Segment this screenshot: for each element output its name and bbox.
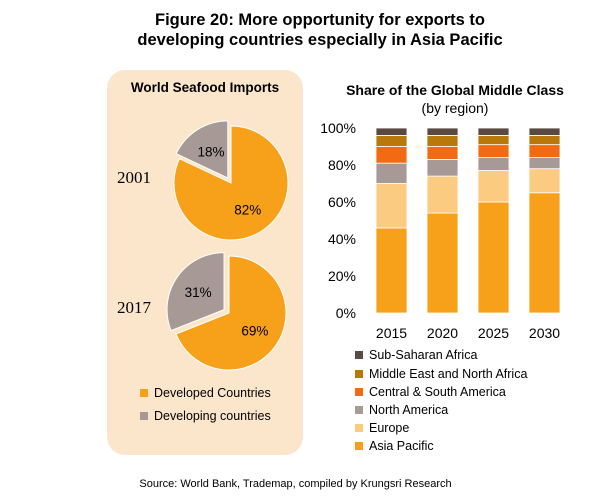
- pie-2001: 82% 18%: [173, 120, 289, 241]
- right-legend-item-europe: Europe: [355, 421, 409, 435]
- x-tick-label-2025: 2025: [478, 325, 509, 341]
- pie-2017-label-developed-countries: 69%: [241, 324, 268, 339]
- pie-2001-label-developed-countries: 82%: [234, 202, 261, 217]
- bar-2025-north-america: [477, 157, 510, 171]
- legend-label-asia-pacific: Asia Pacific: [369, 439, 434, 453]
- bar-2015-middle-east-and-north-africa: [375, 134, 408, 147]
- pie-2001-slice-developed-countries: [173, 125, 289, 241]
- legend-swatch-asia-pacific: [355, 442, 363, 450]
- x-tick-label-2020: 2020: [427, 325, 458, 341]
- pie-2017-year-label: 2017: [117, 298, 151, 317]
- right-legend-item-central-south-america: Central & South America: [355, 385, 506, 399]
- middle-class-chart-subtitle: (by region): [421, 100, 489, 116]
- y-tick-label-40pct: 40%: [328, 231, 356, 247]
- right-legend-item-middle-east: Middle East and North Africa: [355, 367, 527, 381]
- bar-2015-asia-pacific: [375, 227, 408, 314]
- bar-2030-asia-pacific: [528, 192, 561, 314]
- bar-2025-middle-east-and-north-africa: [477, 134, 510, 146]
- legend-label-europe: Europe: [369, 421, 410, 435]
- bar-2030-north-america: [528, 157, 561, 170]
- legend-swatch-central-south-america: [355, 388, 363, 396]
- bar-2030-sub-saharan-africa: [528, 127, 561, 136]
- legend-label-sub-saharan-africa: Sub-Saharan Africa: [369, 348, 478, 362]
- figure-title: Figure 20: More opportunity for exports …: [90, 10, 550, 50]
- x-tick-label-2015: 2015: [376, 325, 407, 341]
- right-legend-item-sub-saharan-africa: Sub-Saharan Africa: [355, 348, 477, 362]
- legend-swatch-middle-east: [355, 370, 363, 378]
- bar-2030-middle-east-and-north-africa: [528, 134, 561, 146]
- pie-2017: 69% 31%: [166, 252, 287, 371]
- bar-2030-europe: [528, 168, 561, 194]
- x-tick-label-2030: 2030: [529, 325, 560, 341]
- bar-2020-central-south-america: [426, 146, 459, 160]
- bar-2015-central-south-america: [375, 146, 408, 164]
- legend-swatch-developing: [140, 412, 148, 420]
- legend-swatch-europe: [355, 424, 363, 432]
- bar-2020-middle-east-and-north-africa: [426, 134, 459, 147]
- bar-2025-asia-pacific: [477, 201, 510, 314]
- pie-2017-slice-developing-countries: [166, 252, 225, 332]
- bar-2025-sub-saharan-africa: [477, 127, 510, 136]
- legend-label-developing: Developing countries: [154, 409, 271, 423]
- source-note: Source: World Bank, Trademap, compiled b…: [139, 478, 452, 490]
- legend-label-developed: Developed Countries: [154, 386, 271, 400]
- bar-2020-north-america: [426, 159, 459, 177]
- pie-2001-slice-developing-countries: [175, 120, 229, 179]
- figure-title-line-1: Figure 20: More opportunity for exports …: [154, 11, 485, 29]
- bar-2025-europe: [477, 170, 510, 203]
- legend-swatch-developed: [140, 389, 148, 397]
- y-tick-label-100pct: 100%: [320, 120, 356, 136]
- bar-2020-europe: [426, 175, 459, 214]
- right-legend-item-north-america: North America: [355, 403, 448, 417]
- legend-swatch-sub-saharan-africa: [355, 351, 363, 359]
- bar-2025-central-south-america: [477, 144, 510, 158]
- left-legend-item-developed: Developed Countries: [140, 386, 271, 400]
- y-tick-label-20pct: 20%: [328, 268, 356, 284]
- figure-title-line-2: developing countries especially in Asia …: [137, 31, 503, 49]
- y-tick-label-0pct: 0%: [336, 305, 356, 321]
- legend-swatch-north-america: [355, 406, 363, 414]
- pie-2017-slice-developed-countries: [175, 255, 287, 371]
- bar-2015-sub-saharan-africa: [375, 127, 408, 136]
- pie-2001-label-developing-countries: 18%: [197, 144, 224, 159]
- legend-label-north-america: North America: [369, 403, 449, 417]
- middle-class-chart-title: Share of the Global Middle Class: [346, 82, 564, 98]
- bar-2015-europe: [375, 183, 408, 229]
- legend-label-central-south-america: Central & South America: [369, 385, 506, 399]
- bar-2020-sub-saharan-africa: [426, 127, 459, 136]
- bar-2030-central-south-america: [528, 144, 561, 158]
- y-tick-label-60pct: 60%: [328, 194, 356, 210]
- pie-2017-label-developing-countries: 31%: [185, 285, 212, 300]
- left-legend-item-developing: Developing countries: [140, 409, 271, 423]
- bar-2020-asia-pacific: [426, 212, 459, 314]
- seafood-imports-title: World Seafood Imports: [130, 80, 280, 95]
- bar-2015-north-america: [375, 162, 408, 184]
- y-tick-label-80pct: 80%: [328, 157, 356, 173]
- legend-label-middle-east: Middle East and North Africa: [369, 367, 528, 381]
- pie-2001-year-label: 2001: [117, 168, 151, 187]
- right-legend-item-asia-pacific: Asia Pacific: [355, 439, 434, 453]
